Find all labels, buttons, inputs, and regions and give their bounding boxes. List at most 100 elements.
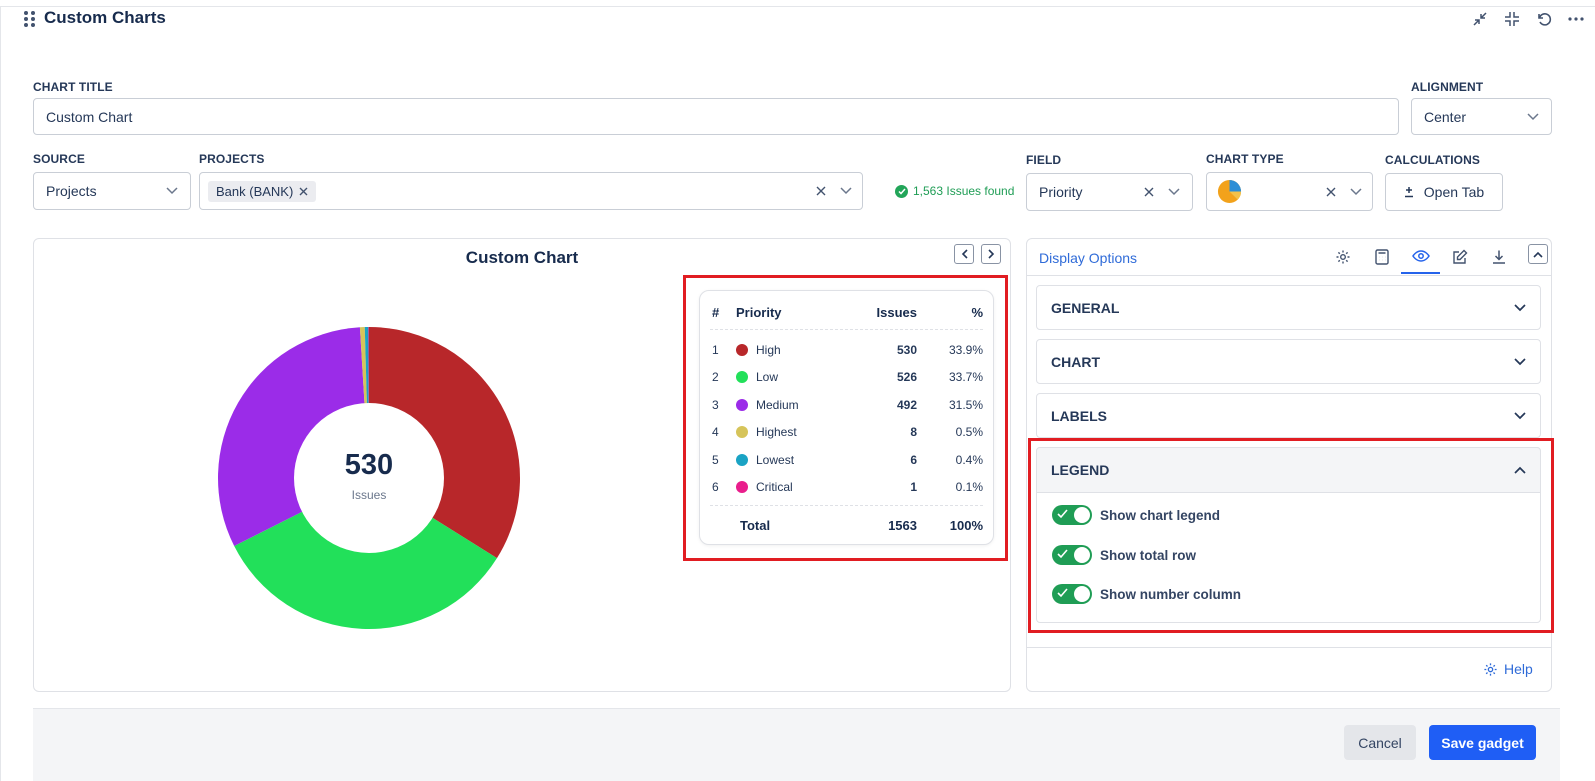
collapse-panel-button[interactable] xyxy=(1528,244,1548,264)
legend-row-issues: 530 xyxy=(896,342,917,357)
options-toolbar xyxy=(1323,240,1518,274)
issues-found-text: 1,563 Issues found xyxy=(913,184,1015,198)
legend-swatch xyxy=(736,371,748,384)
section-general[interactable]: GENERAL xyxy=(1036,285,1541,330)
chart-title-value: Custom Chart xyxy=(46,108,133,125)
show-total-row-toggle[interactable] xyxy=(1052,545,1092,565)
legend-total-row: Total 1563 100% xyxy=(710,506,983,544)
projects-label: PROJECTS xyxy=(199,152,265,166)
legend-header-num: # xyxy=(712,304,720,320)
project-tag[interactable]: Bank (BANK) xyxy=(208,180,317,202)
chart-title-input[interactable]: Custom Chart xyxy=(33,98,1399,135)
legend-row-name: Lowest xyxy=(756,452,795,467)
legend-row-num: 1 xyxy=(712,342,719,357)
clear-icon[interactable] xyxy=(816,186,826,196)
field-label: FIELD xyxy=(1026,153,1062,167)
donut-hole xyxy=(294,403,444,553)
legend-row[interactable]: 6 Critical 1 0.1% xyxy=(710,474,983,502)
help-link[interactable]: Help xyxy=(1483,661,1533,677)
chevron-down-icon xyxy=(1527,112,1539,120)
donut-slice-low[interactable] xyxy=(234,478,497,629)
remove-tag-icon[interactable] xyxy=(299,187,308,196)
section-labels[interactable]: LABELS xyxy=(1036,393,1541,438)
show-total-row-label: Show total row xyxy=(1100,547,1196,563)
legend-row-pct: 31.5% xyxy=(948,397,983,412)
legend-header-pct: % xyxy=(971,304,983,320)
source-value: Projects xyxy=(46,183,97,199)
check-icon xyxy=(1057,588,1068,598)
legend-swatch xyxy=(736,453,748,466)
chevron-down-icon xyxy=(1514,357,1526,365)
legend-row-name: Medium xyxy=(756,397,799,412)
legend-row[interactable]: 2 Low 526 33.7% xyxy=(710,364,983,392)
legend-header-issues: Issues xyxy=(876,304,917,320)
legend-row[interactable]: 4 Highest 8 0.5% xyxy=(710,419,983,447)
alignment-select[interactable]: Center xyxy=(1411,98,1552,135)
section-legend-label: LEGEND xyxy=(1051,462,1110,478)
section-chart[interactable]: CHART xyxy=(1036,339,1541,384)
chevron-right-icon xyxy=(987,249,994,259)
chart-title-label: CHART TITLE xyxy=(33,80,113,94)
options-footer-divider xyxy=(1027,647,1551,648)
chart-type-label: CHART TYPE xyxy=(1206,152,1284,166)
chevron-down-icon[interactable] xyxy=(1168,188,1180,196)
legend-total-issues: 1563 xyxy=(888,517,917,533)
minimize-icon[interactable] xyxy=(1503,10,1521,28)
tab-display-options[interactable]: Display Options xyxy=(1039,250,1138,266)
source-select[interactable]: Projects xyxy=(33,172,191,210)
legend-row-issues: 6 xyxy=(910,452,917,467)
download-icon[interactable] xyxy=(1479,240,1518,274)
section-labels-label: LABELS xyxy=(1051,407,1107,424)
next-button[interactable] xyxy=(981,244,1001,264)
issues-found-status: 1,563 Issues found xyxy=(895,184,1014,198)
more-icon[interactable] xyxy=(1567,10,1585,28)
chart-title: Custom Chart xyxy=(465,248,579,267)
toggle-row-number-column: Show number column xyxy=(1052,584,1241,604)
alignment-label: ALIGNMENT xyxy=(1411,80,1484,94)
legend-row-num: 5 xyxy=(712,452,719,467)
check-icon xyxy=(1057,509,1068,519)
legend-divider xyxy=(710,329,983,330)
cancel-button[interactable]: Cancel xyxy=(1344,725,1416,760)
legend-row-issues: 1 xyxy=(910,480,917,495)
legend-row[interactable]: 5 Lowest 6 0.4% xyxy=(710,446,983,474)
projects-select[interactable]: Bank (BANK) xyxy=(199,172,863,210)
refresh-icon[interactable] xyxy=(1535,10,1553,28)
gadget-header: Custom Charts xyxy=(24,8,166,28)
eye-icon[interactable] xyxy=(1401,240,1440,274)
legend-table: # Priority Issues % 1 High 530 33.9% 2 L… xyxy=(699,290,994,545)
legend-row[interactable]: 3 Medium 492 31.5% xyxy=(710,391,983,419)
clear-icon[interactable] xyxy=(1326,187,1336,197)
donut-center-label: Issues xyxy=(351,488,387,502)
edit-icon[interactable] xyxy=(1440,240,1479,274)
legend-section-highlight xyxy=(1028,438,1554,633)
open-tab-button[interactable]: Open Tab xyxy=(1385,173,1503,211)
legend-swatch xyxy=(736,426,748,439)
collapse-icon[interactable] xyxy=(1471,10,1489,28)
calculator-icon[interactable] xyxy=(1362,240,1401,274)
show-chart-legend-toggle[interactable] xyxy=(1052,505,1092,525)
plus-minus-icon xyxy=(1404,187,1413,198)
show-number-column-toggle[interactable] xyxy=(1052,584,1092,604)
help-label: Help xyxy=(1504,661,1533,677)
field-select[interactable]: Priority xyxy=(1026,173,1193,211)
settings-icon[interactable] xyxy=(1323,240,1362,274)
save-gadget-button[interactable]: Save gadget xyxy=(1429,725,1536,760)
chevron-up-icon xyxy=(1533,251,1543,258)
section-legend-header[interactable]: LEGEND xyxy=(1036,447,1541,493)
settings-icon xyxy=(1484,662,1497,676)
legend-row-num: 6 xyxy=(712,480,719,495)
chevron-down-icon xyxy=(1514,303,1526,311)
clear-icon[interactable] xyxy=(1144,187,1154,197)
chart-type-select[interactable] xyxy=(1206,172,1373,211)
chevron-down-icon[interactable] xyxy=(1350,187,1362,196)
gadget-title: Custom Charts xyxy=(44,8,166,27)
legend-row[interactable]: 1 High 530 33.9% xyxy=(710,336,983,364)
legend-divider xyxy=(710,505,983,506)
chevron-down-icon[interactable] xyxy=(840,187,852,195)
chevron-down-icon xyxy=(166,187,178,195)
prev-button[interactable] xyxy=(954,244,974,264)
legend-header-name: Priority xyxy=(736,304,782,320)
show-number-column-label: Show number column xyxy=(1100,586,1242,602)
drag-handle-icon[interactable] xyxy=(24,10,36,27)
